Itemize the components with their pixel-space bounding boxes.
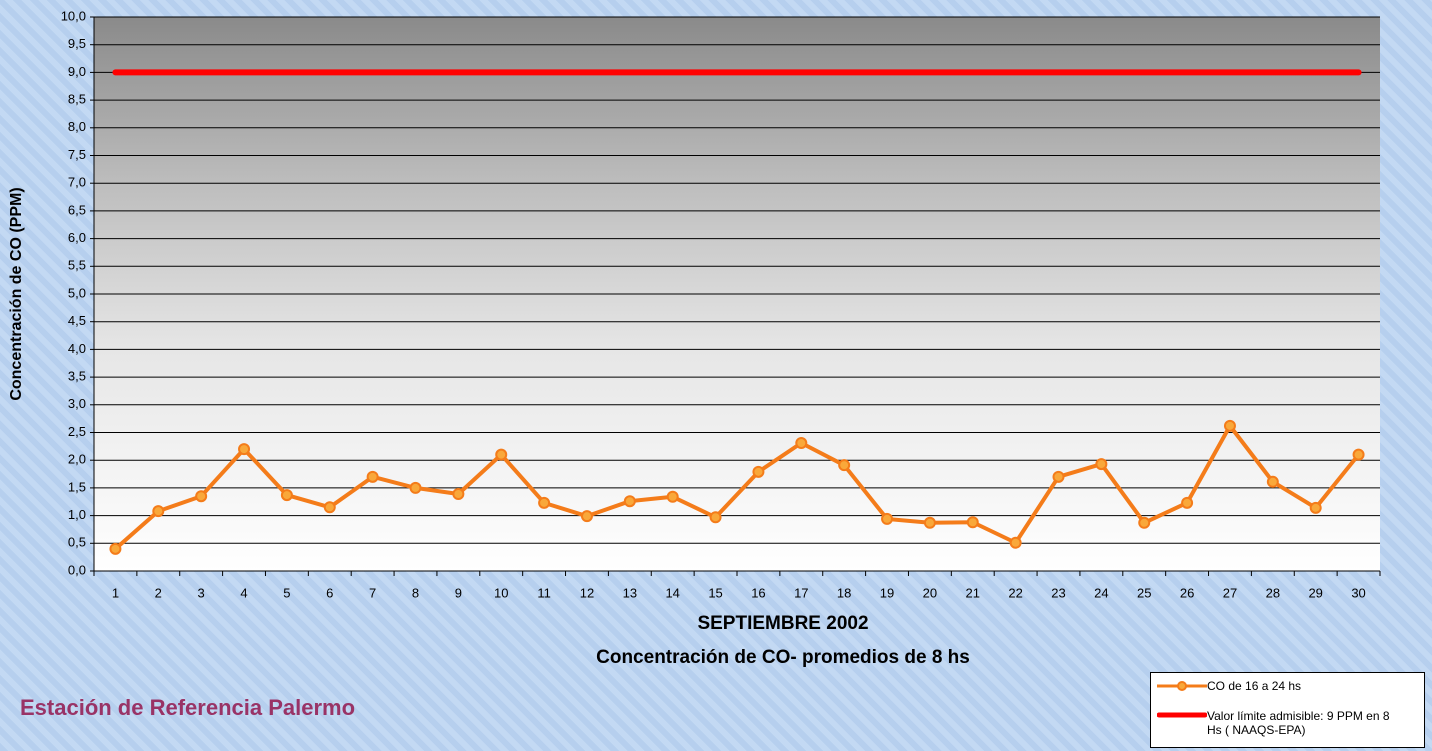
legend-label: Valor límite admisible: 9 PPM en 8 Hs ( … [1207, 709, 1390, 737]
data-point [666, 490, 679, 503]
y-tick-label: 9,5 [68, 36, 86, 51]
x-tick-label: 26 [1180, 585, 1194, 600]
x-tick-label: 16 [751, 585, 765, 600]
y-tick-label: 7,5 [68, 147, 86, 162]
x-tick-label: 10 [494, 585, 508, 600]
data-point [238, 443, 251, 456]
data-point [1138, 516, 1151, 529]
x-tick-label: 20 [923, 585, 937, 600]
data-point [580, 510, 593, 523]
y-tick-label: 9,0 [68, 64, 86, 79]
x-tick-label: 11 [537, 585, 551, 600]
x-tick-label: 12 [580, 585, 594, 600]
data-point [152, 505, 165, 518]
data-point [1309, 501, 1322, 514]
y-tick-label: 3,0 [68, 396, 86, 411]
x-tick-label: 7 [369, 585, 376, 600]
y-tick-label: 10,0 [61, 8, 86, 23]
data-point [838, 459, 851, 472]
y-tick-label: 8,5 [68, 92, 86, 107]
x-tick-label: 24 [1094, 585, 1108, 600]
data-point [752, 465, 765, 478]
y-tick-label: 1,5 [68, 479, 86, 494]
data-point [709, 511, 722, 524]
data-point [1009, 536, 1022, 549]
data-point [280, 489, 293, 502]
x-tick-label: 27 [1223, 585, 1237, 600]
x-tick-label: 8 [412, 585, 419, 600]
y-tick-label: 5,5 [68, 258, 86, 273]
y-tick-label: 3,5 [68, 369, 86, 384]
data-point [1052, 470, 1065, 483]
legend-label: CO de 16 a 24 hs [1207, 679, 1302, 693]
data-point [923, 516, 936, 529]
y-tick-label: 8,0 [68, 119, 86, 134]
legend: CO de 16 a 24 hs Valor límite admisible:… [1150, 672, 1425, 748]
data-point [881, 512, 894, 525]
x-tick-label: 2 [155, 585, 162, 600]
x-tick-label: 19 [880, 585, 894, 600]
data-point [1352, 448, 1365, 461]
data-point [1266, 475, 1279, 488]
x-tick-label: 28 [1266, 585, 1280, 600]
y-tick-label: 1,0 [68, 507, 86, 522]
x-tick-label: 18 [837, 585, 851, 600]
data-point [195, 490, 208, 503]
x-tick-label: 13 [623, 585, 637, 600]
y-axis-title: Concentración de CO (PPM) [8, 187, 25, 400]
x-tick-label: 17 [794, 585, 808, 600]
legend-item: CO de 16 a 24 hs [1157, 679, 1402, 693]
y-tick-label: 6,5 [68, 202, 86, 217]
y-tick-label: 4,5 [68, 313, 86, 328]
x-tick-label: 15 [708, 585, 722, 600]
data-point [538, 496, 551, 509]
x-tick-label: 9 [455, 585, 462, 600]
x-tick-label: 29 [1308, 585, 1322, 600]
y-tick-label: 4,0 [68, 341, 86, 356]
data-point [366, 470, 379, 483]
x-tick-label: 6 [326, 585, 333, 600]
data-point [109, 542, 122, 555]
y-tick-label: 0,5 [68, 535, 86, 550]
x-tick-label: 1 [112, 585, 119, 600]
legend-swatch [1157, 712, 1207, 718]
x-tick-label: 30 [1351, 585, 1365, 600]
subtitle: Concentración de CO- promedios de 8 hs [596, 647, 970, 668]
x-tick-label: 21 [966, 585, 980, 600]
data-point [1095, 458, 1108, 471]
data-point [495, 448, 508, 461]
legend-swatch [1157, 681, 1207, 691]
y-tick-label: 0,0 [68, 562, 86, 577]
legend-item: Valor límite admisible: 9 PPM en 8 Hs ( … [1157, 709, 1402, 737]
data-point [409, 481, 422, 494]
data-point [323, 501, 336, 514]
data-point [795, 437, 808, 450]
data-point [1181, 496, 1194, 509]
series-line [113, 423, 1361, 551]
x-tick-label: 3 [198, 585, 205, 600]
y-tick-label: 2,5 [68, 424, 86, 439]
data-point [452, 487, 465, 500]
x-axis-title: SEPTIEMBRE 2002 [697, 613, 868, 634]
data-point [623, 495, 636, 508]
y-tick-label: 7,0 [68, 175, 86, 190]
x-tick-label: 23 [1051, 585, 1065, 600]
x-tick-label: 22 [1008, 585, 1022, 600]
x-tick-label: 25 [1137, 585, 1151, 600]
x-tick-label: 14 [665, 585, 679, 600]
x-tick-label: 5 [283, 585, 290, 600]
data-point [1223, 419, 1236, 432]
footer: Estación de Referencia Palermo [20, 695, 355, 720]
data-point [966, 516, 979, 529]
y-tick-label: 2,0 [68, 452, 86, 467]
x-tick-label: 4 [240, 585, 247, 600]
y-tick-label: 6,0 [68, 230, 86, 245]
y-tick-label: 5,0 [68, 285, 86, 300]
